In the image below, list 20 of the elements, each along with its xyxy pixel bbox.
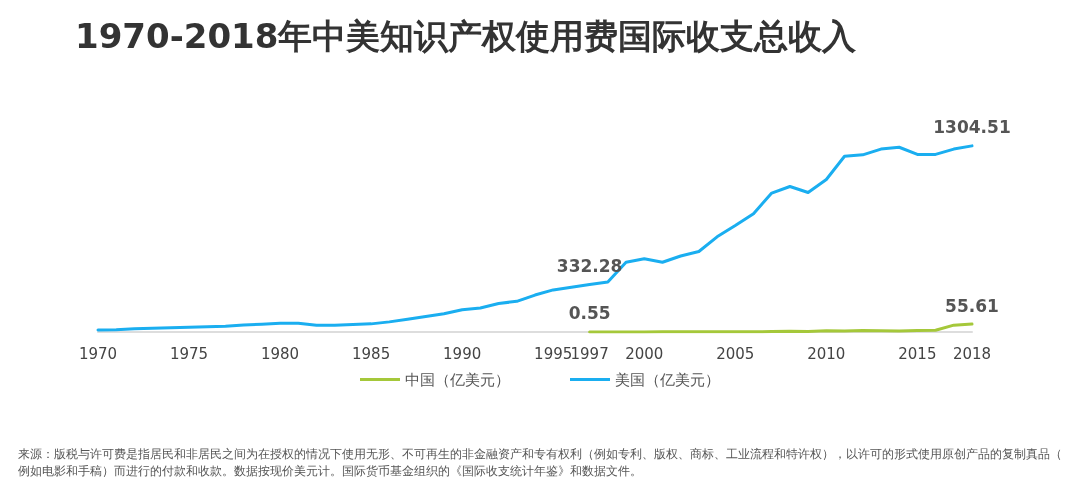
x-tick-label: 1980 — [260, 344, 300, 363]
source-note: 来源：版税与许可费是指居民和非居民之间为在授权的情况下使用无形、不可再生的非金融资产和专有权利（例如专利、版权、商标、工业流程和特许权），以许可的形式使用原创产品的复制真品（例如电影和手稿）而进行的付款和收款。数据按现价美元计。国际货币基金组织的《国际收支统计年鉴》和数据文件。 — [18, 446, 1062, 478]
x-tick-label: 2018 — [952, 344, 992, 363]
data-label: 1304.51 — [933, 117, 1011, 138]
x-tick-label: 1975 — [169, 344, 209, 363]
chart-title: 1970-2018年中美知识产权使用费国际收支总收入 — [75, 16, 858, 56]
x-tick-label: 1985 — [352, 344, 391, 363]
x-tick-label: 2010 — [807, 344, 846, 363]
legend-label: 中国（亿美元） — [405, 370, 510, 389]
data-label: 0.55 — [568, 303, 611, 324]
x-tick-label: 2005 — [716, 344, 755, 363]
data-label: 332.28 — [556, 256, 623, 277]
legend-label: 美国（亿美元） — [615, 370, 720, 389]
x-tick-label: 2015 — [898, 344, 937, 363]
x-tick-label: 1990 — [443, 344, 482, 363]
data-label: 55.61 — [945, 295, 999, 316]
x-tick-label: 1970 — [78, 344, 118, 363]
x-tick-label: 1995 — [534, 344, 573, 363]
x-tick-label: 2000 — [625, 344, 664, 363]
x-tick-label: 1997 — [570, 344, 609, 363]
